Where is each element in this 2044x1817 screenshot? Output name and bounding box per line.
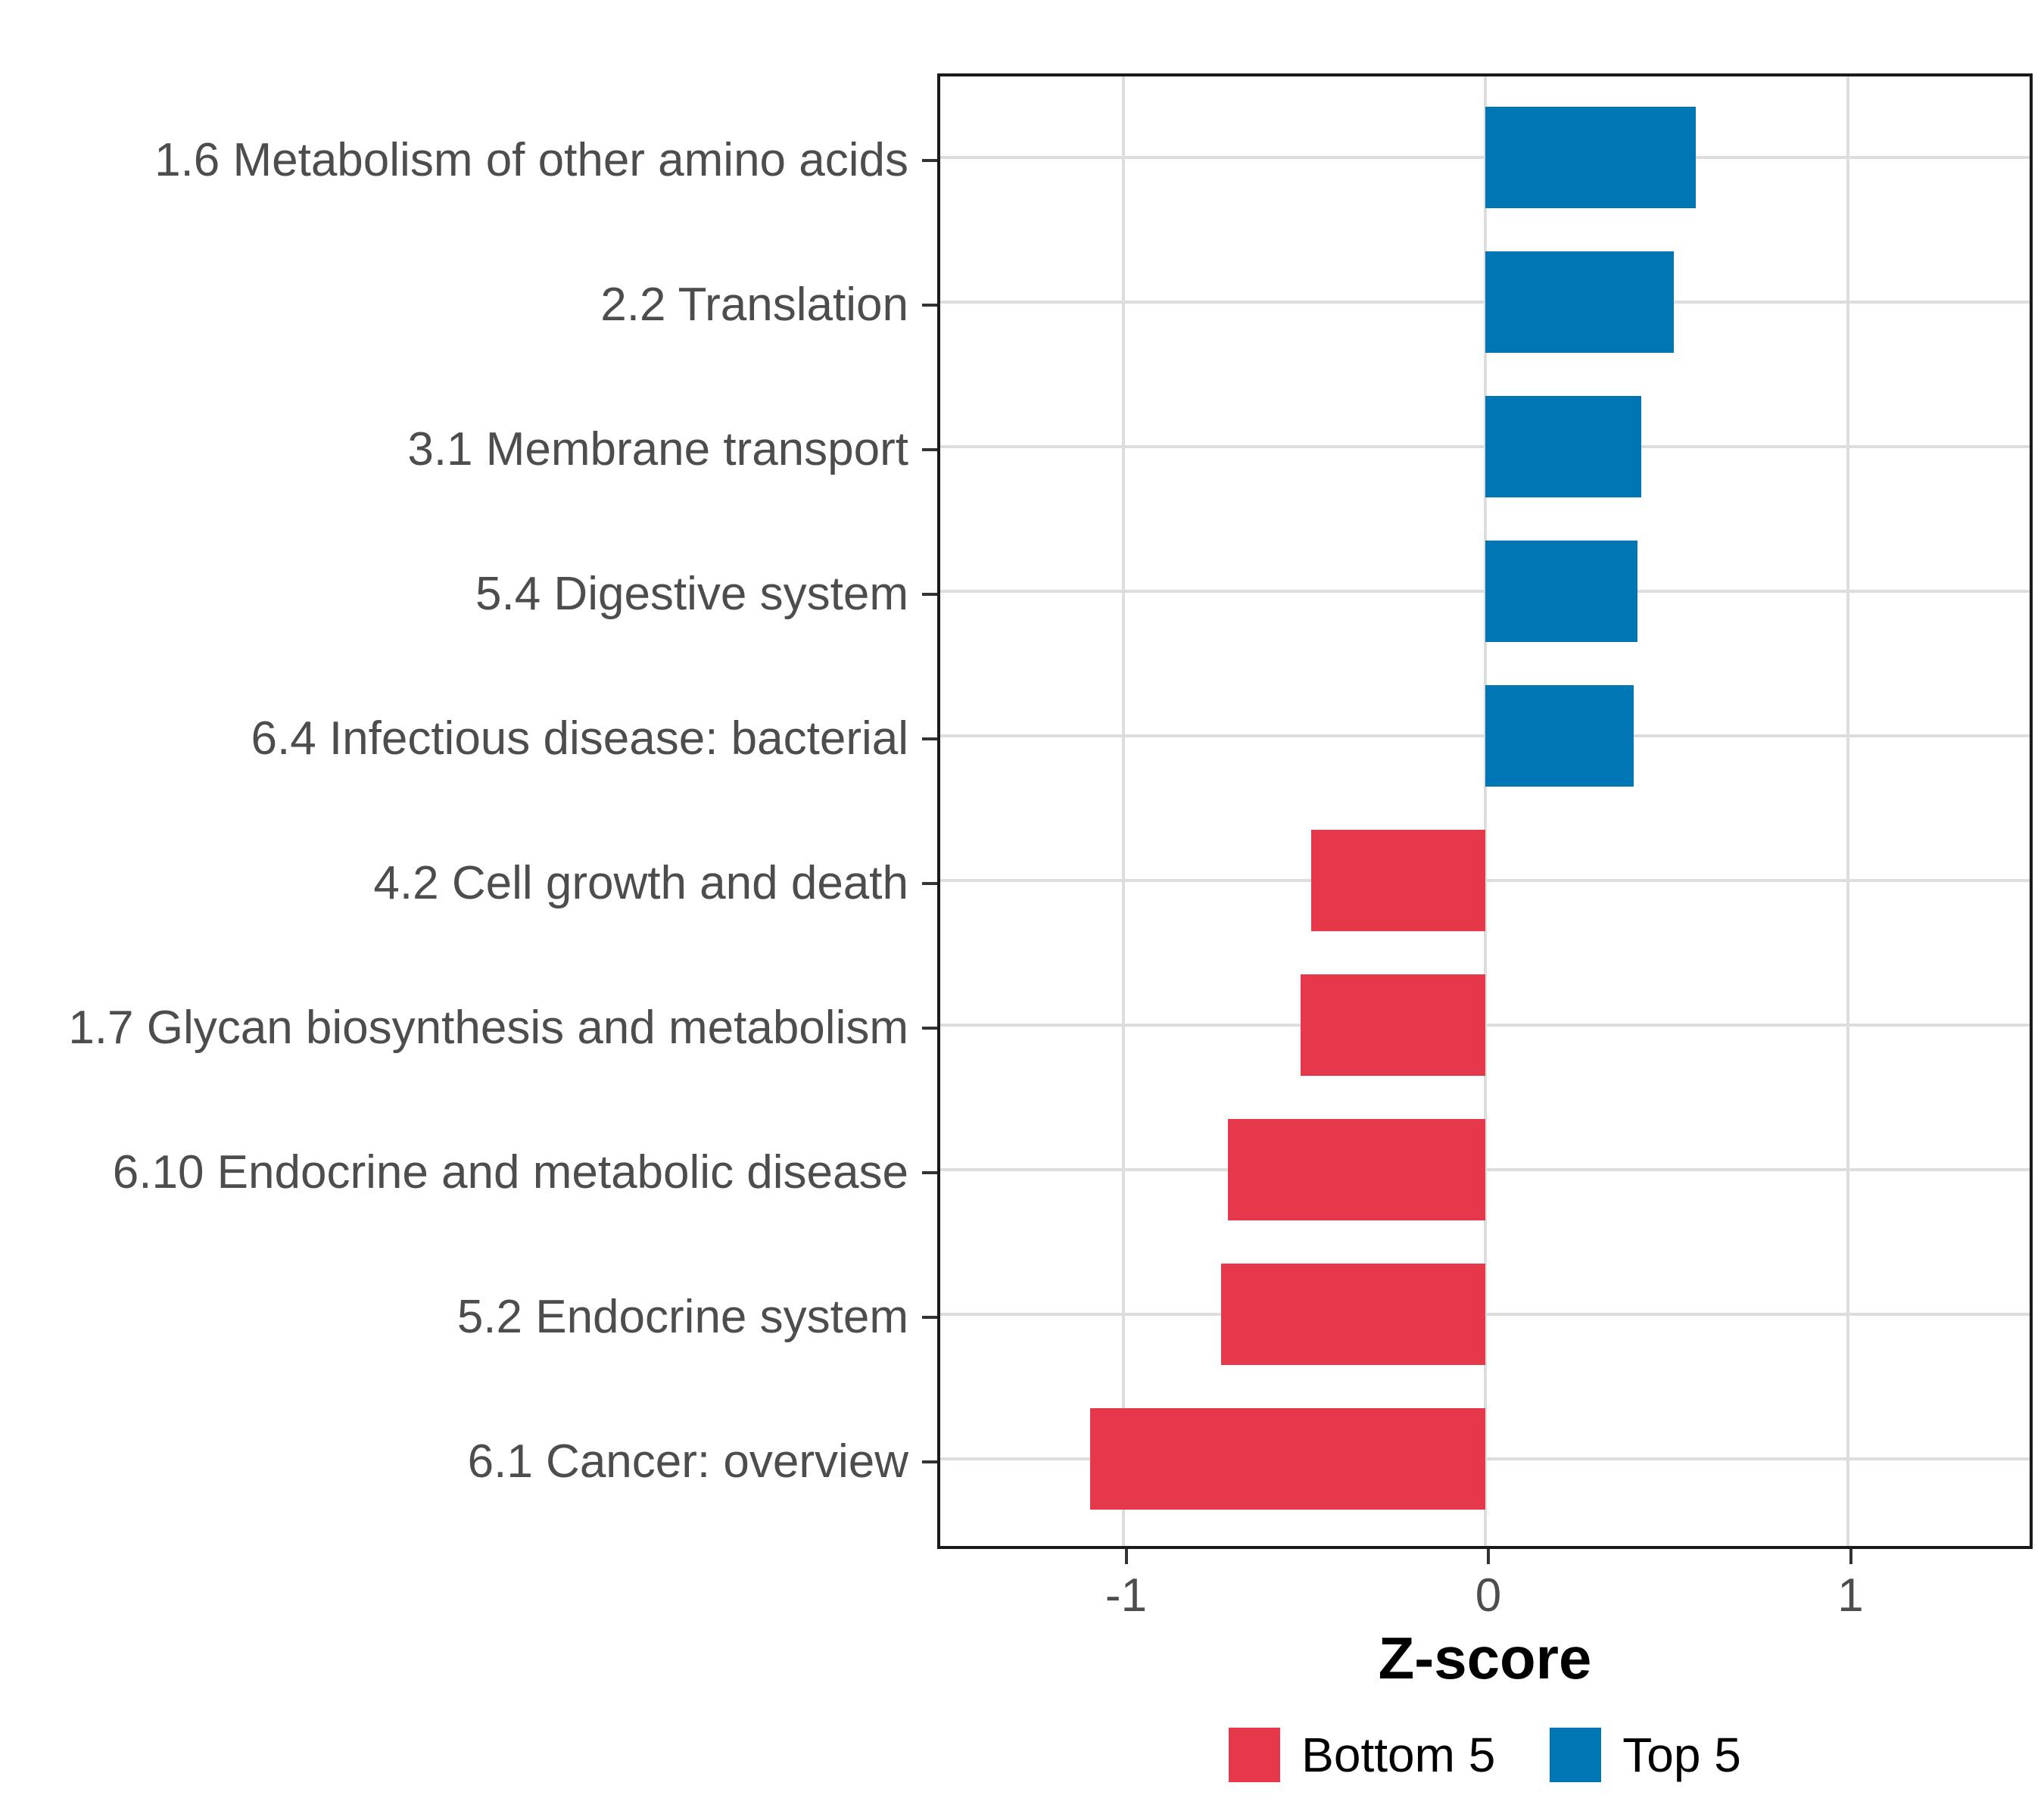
legend-entry-bottom-5: Bottom 5 <box>1229 1727 1495 1783</box>
bar-5-2-endocrine-system <box>1220 1264 1485 1366</box>
gridline-y-6-4-infectious-disease-bacterial <box>937 734 2033 737</box>
y-tick-mark-5-4-digestive-system <box>922 592 937 596</box>
y-axis-label-1-7-glycan-biosynthesis-and-metabolism: 1.7 Glycan biosynthesis and metabolism <box>68 1002 908 1055</box>
x-tick-label-0: 0 <box>1475 1569 1502 1622</box>
legend-label-top-5: Top 5 <box>1622 1728 1741 1782</box>
y-axis-label-6-4-infectious-disease-bacterial: 6.4 Infectious disease: bacterial <box>251 712 908 765</box>
y-axis-label-1-6-metabolism-of-other-amino-acids: 1.6 Metabolism of other amino acids <box>154 133 908 186</box>
gridline-x-0 <box>1484 73 1487 1549</box>
y-axis-label-2-2-translation: 2.2 Translation <box>600 278 908 331</box>
y-axis-label-3-1-membrane-transport: 3.1 Membrane transport <box>407 422 908 475</box>
bar-4-2-cell-growth-and-death <box>1311 830 1485 932</box>
y-axis-label-4-2-cell-growth-and-death: 4.2 Cell growth and death <box>373 857 908 910</box>
legend-key-top-5 <box>1550 1728 1602 1782</box>
bar-3-1-membrane-transport <box>1485 395 1641 497</box>
y-tick-mark-6-4-infectious-disease-bacterial <box>922 737 937 740</box>
x-axis-title: Z-score <box>1378 1625 1592 1691</box>
legend-key-bottom-5 <box>1229 1728 1281 1782</box>
bar-2-2-translation <box>1485 251 1674 353</box>
bar-6-4-infectious-disease-bacterial <box>1485 684 1634 787</box>
x-tick-mark-0 <box>1487 1549 1490 1564</box>
y-tick-mark-6-1-cancer-overview <box>922 1460 937 1464</box>
gridline-y-3-1-membrane-transport <box>937 444 2033 448</box>
legend: Bottom 5 Top 5 <box>937 1726 2033 1784</box>
x-tick-mark--1 <box>1124 1549 1128 1564</box>
bar-6-10-endocrine-and-metabolic-disease <box>1228 1119 1485 1221</box>
bar-5-4-digestive-system <box>1485 540 1637 642</box>
gridline-x-1 <box>1846 73 1849 1549</box>
y-tick-mark-3-1-membrane-transport <box>922 447 937 451</box>
gridline-y-1-6-metabolism-of-other-amino-acids <box>937 155 2033 159</box>
bar-1-6-metabolism-of-other-amino-acids <box>1485 106 1696 208</box>
x-tick-label-1: 1 <box>1837 1569 1864 1622</box>
y-tick-mark-6-10-endocrine-and-metabolic-disease <box>922 1171 937 1175</box>
gridline-y-5-4-digestive-system <box>937 589 2033 593</box>
y-axis-label-5-2-endocrine-system: 5.2 Endocrine system <box>456 1291 908 1344</box>
bar-6-1-cancer-overview <box>1090 1408 1485 1510</box>
y-tick-mark-2-2-translation <box>922 303 937 307</box>
gridline-y-2-2-translation <box>937 300 2033 304</box>
y-tick-mark-5-2-endocrine-system <box>922 1316 937 1320</box>
plot-panel <box>937 73 2033 1549</box>
y-tick-mark-4-2-cell-growth-and-death <box>922 882 937 886</box>
bar-1-7-glycan-biosynthesis-and-metabolism <box>1300 974 1485 1077</box>
legend-label-bottom-5: Bottom 5 <box>1301 1728 1496 1782</box>
x-tick-label--1: -1 <box>1105 1569 1148 1622</box>
y-tick-mark-1-6-metabolism-of-other-amino-acids <box>922 158 937 162</box>
y-axis-label-6-10-endocrine-and-metabolic-disease: 6.10 Endocrine and metabolic disease <box>112 1146 908 1199</box>
gridline-x--1 <box>1121 73 1125 1549</box>
y-axis-label-5-4-digestive-system: 5.4 Digestive system <box>475 567 908 620</box>
legend-entry-top-5: Top 5 <box>1550 1727 1741 1783</box>
y-tick-mark-1-7-glycan-biosynthesis-and-metabolism <box>922 1027 937 1030</box>
x-tick-mark-1 <box>1849 1549 1852 1564</box>
y-axis-label-6-1-cancer-overview: 6.1 Cancer: overview <box>467 1435 908 1488</box>
